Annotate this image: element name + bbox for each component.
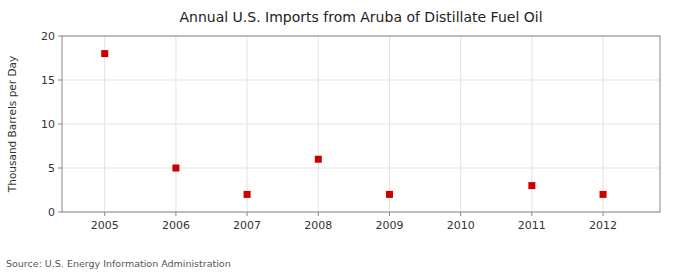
x-grid-line xyxy=(104,36,105,212)
y-tick xyxy=(58,168,62,169)
y-tick xyxy=(58,80,62,81)
x-tick xyxy=(531,212,532,216)
y-tick-label: 15 xyxy=(41,74,55,87)
point xyxy=(528,182,535,189)
x-tick-label: 2010 xyxy=(447,219,475,232)
points xyxy=(101,50,606,198)
y-tick xyxy=(58,212,62,213)
point xyxy=(386,191,393,198)
x-tick xyxy=(247,212,248,216)
x-tick-label: 2008 xyxy=(304,219,332,232)
y-tick-label: 5 xyxy=(48,162,55,175)
x-tick xyxy=(460,212,461,216)
x-grid-line xyxy=(460,36,461,212)
x-tick-label: 2009 xyxy=(375,219,403,232)
source-note: Source: U.S. Energy Information Administ… xyxy=(6,258,231,269)
y-grid-line xyxy=(62,168,660,169)
x-tick-label: 2012 xyxy=(589,219,617,232)
x-grid-line xyxy=(389,36,390,212)
x-tick xyxy=(104,212,105,216)
point xyxy=(315,156,322,163)
chart-container: 0 5 10 15 20 2005 2006 2007 2008 2009 2010 2011 2012… xyxy=(0,0,675,275)
x-tick-label: 2011 xyxy=(518,219,546,232)
x-tick xyxy=(389,212,390,216)
title: Annual U.S. Imports from Aruba of Distil… xyxy=(179,9,542,25)
x-grid-line xyxy=(247,36,248,212)
x-tick xyxy=(175,212,176,216)
x-tick xyxy=(318,212,319,216)
y-axis-label: Thousand Barrels per Day xyxy=(6,56,18,193)
point xyxy=(244,191,251,198)
x-tick-label: 2005 xyxy=(91,219,119,232)
x-tick-label: 2006 xyxy=(162,219,190,232)
axes: 0 5 10 15 20 2005 2006 2007 2008 2009 2010 2011 2012 xyxy=(41,30,617,232)
chart-svg: 0 5 10 15 20 2005 2006 2007 2008 2009 2010 2011 2012… xyxy=(0,0,675,275)
point xyxy=(600,191,607,198)
y-tick-label: 0 xyxy=(48,206,55,219)
x-grid-line xyxy=(175,36,176,212)
x-tick-label: 2007 xyxy=(233,219,261,232)
y-tick-label: 20 xyxy=(41,30,55,43)
y-tick xyxy=(58,124,62,125)
plot-frame xyxy=(62,36,660,212)
y-tick xyxy=(58,36,62,37)
y-grid-line xyxy=(62,80,660,81)
grid xyxy=(62,36,660,212)
point xyxy=(101,50,108,57)
point xyxy=(172,165,179,172)
x-tick xyxy=(603,212,604,216)
y-tick-label: 10 xyxy=(41,118,55,131)
y-grid-line xyxy=(62,124,660,125)
background xyxy=(0,0,675,275)
x-grid-line xyxy=(603,36,604,212)
x-grid-line xyxy=(318,36,319,212)
